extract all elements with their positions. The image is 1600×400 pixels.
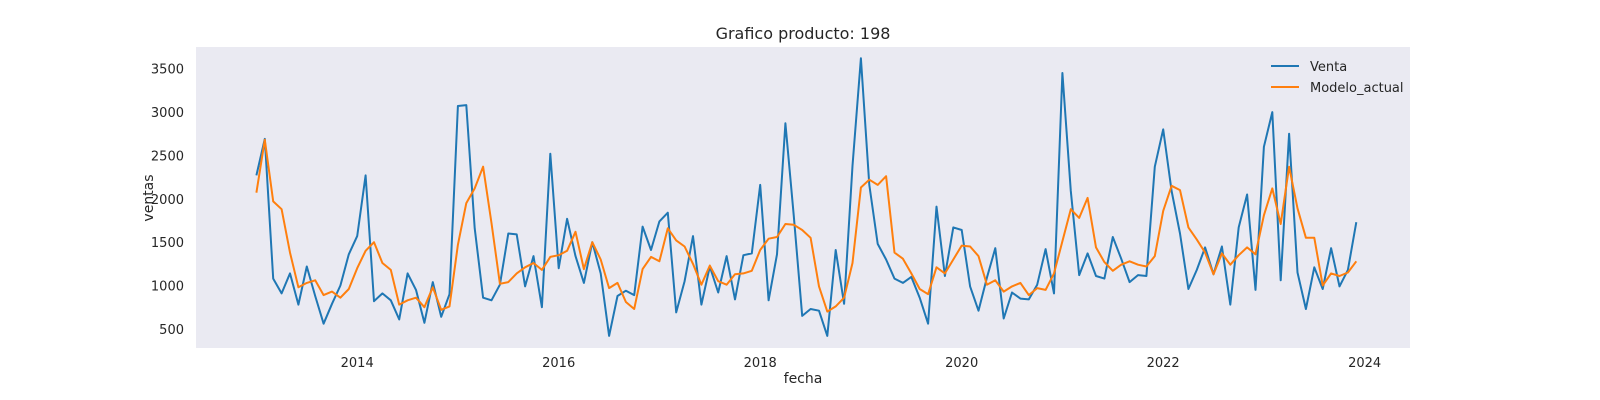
y-tick-label: 3500 — [151, 63, 184, 78]
y-tick-label: 2500 — [151, 149, 184, 164]
series-line-venta — [255, 57, 1358, 337]
y-tick-label: 3000 — [151, 106, 184, 121]
y-axis-ticks: 500 1000 1500 2000 2500 3000 3500 — [151, 63, 184, 338]
legend-label: Modelo_actual — [1310, 81, 1404, 96]
x-tick-label: 2022 — [1147, 356, 1180, 371]
chart-title: Grafico producto: 198 — [716, 24, 891, 43]
x-axis-label: fecha — [784, 371, 823, 387]
series-line-modelo-actual — [255, 138, 1358, 313]
plot-area — [196, 47, 1410, 348]
x-axis-ticks: 2014 2016 2018 2020 2022 2024 — [341, 356, 1382, 371]
y-tick-label: 2000 — [151, 193, 184, 208]
y-tick-label: 1500 — [151, 236, 184, 251]
x-tick-label: 2016 — [542, 356, 575, 371]
legend-label: Venta — [1310, 60, 1347, 75]
series-lines — [255, 57, 1358, 337]
y-axis-label: ventas — [141, 174, 157, 221]
x-tick-label: 2024 — [1348, 356, 1381, 371]
x-tick-label: 2020 — [945, 356, 978, 371]
y-tick-label: 1000 — [151, 280, 184, 295]
x-tick-label: 2014 — [341, 356, 374, 371]
legend: Venta Modelo_actual — [1271, 60, 1404, 96]
x-tick-label: 2018 — [744, 356, 777, 371]
y-tick-label: 500 — [159, 323, 184, 338]
